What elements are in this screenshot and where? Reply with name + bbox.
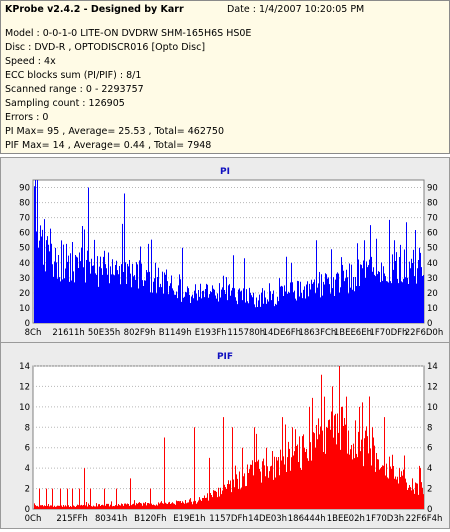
y-tick-label: 8 bbox=[427, 423, 432, 433]
x-tick-label: 0Ch bbox=[25, 514, 42, 524]
y-tick-label: 14 bbox=[19, 362, 30, 372]
pi-chart-panel: PI 0 0 10 10 20 20 30 30 40 40 50 50 60 60 70 70 80 80 90 90… bbox=[0, 157, 450, 343]
x-tick-label: 14DE03h bbox=[248, 514, 287, 524]
x-tick-label: E19E1h bbox=[173, 514, 205, 524]
y-tick-label: 70 bbox=[19, 214, 30, 224]
x-tick-label: 80341h bbox=[95, 514, 127, 524]
chart-title: PI bbox=[220, 167, 230, 177]
y-tick-label: 30 bbox=[19, 274, 30, 284]
y-tick-label: 20 bbox=[427, 289, 438, 299]
x-tick-label: 1BEE02h bbox=[327, 514, 365, 524]
app-title: KProbe v2.4.2 - Designed by Karr bbox=[5, 4, 184, 15]
y-tick-label: 20 bbox=[19, 289, 30, 299]
y-tick-label: 10 bbox=[427, 403, 438, 413]
x-tick-label: B120Fh bbox=[134, 514, 166, 524]
x-tick-label: 1F70D3h bbox=[366, 514, 404, 524]
sampling-line: Sampling count : 126905 bbox=[5, 98, 125, 109]
y-tick-label: 0 bbox=[427, 319, 432, 329]
x-tick-label: 186444h bbox=[288, 514, 326, 524]
y-tick-label: 30 bbox=[427, 274, 438, 284]
y-tick-label: 50 bbox=[19, 244, 30, 254]
disc-line: Disc : DVD-R , OPTODISCR016 [Opto Disc] bbox=[5, 42, 206, 53]
x-tick-label: B1149h bbox=[159, 328, 192, 338]
y-tick-label: 50 bbox=[427, 244, 438, 254]
y-tick-label: 10 bbox=[19, 403, 30, 413]
x-tick-label: 50E35h bbox=[88, 328, 120, 338]
y-tick-label: 90 bbox=[19, 184, 30, 194]
info-panel: KProbe v2.4.2 - Designed by Karr Date : … bbox=[0, 0, 450, 154]
y-tick-label: 4 bbox=[25, 464, 30, 474]
pif-summary-line: PIF Max= 14 , Average= 0.44 , Total= 794… bbox=[5, 140, 212, 151]
y-tick-label: 2 bbox=[427, 485, 432, 495]
x-tick-label: 1BEE6Eh bbox=[334, 328, 372, 338]
ecc-line: ECC blocks sum (PI/PIF) : 8/1 bbox=[5, 70, 142, 81]
x-tick-label: 22F6F4h bbox=[406, 514, 443, 524]
y-tick-label: 90 bbox=[427, 184, 438, 194]
y-tick-label: 12 bbox=[19, 382, 30, 392]
y-tick-label: 40 bbox=[19, 259, 30, 269]
x-tick-label: 14DE6Fh bbox=[263, 328, 301, 338]
x-tick-label: E193Fh bbox=[195, 328, 227, 338]
y-tick-label: 60 bbox=[19, 229, 30, 239]
x-tick-label: 215FFh bbox=[56, 514, 87, 524]
scan-date: Date : 1/4/2007 10:20:05 PM bbox=[227, 4, 365, 15]
y-tick-label: 80 bbox=[19, 199, 30, 209]
y-tick-label: 8 bbox=[25, 423, 30, 433]
y-tick-label: 40 bbox=[427, 259, 438, 269]
x-tick-label: 1F70DFh bbox=[369, 328, 407, 338]
pif-chart-panel: PIF 0 0 2 2 4 4 6 6 8 8 10 10 12 12 14 14 0Ch 215FFh 80341h… bbox=[0, 342, 450, 529]
x-tick-label: 21611h bbox=[52, 328, 84, 338]
x-tick-label: 802F9h bbox=[124, 328, 156, 338]
speed-line: Speed : 4x bbox=[5, 56, 56, 67]
model-line: Model : 0-0-1-0 LITE-ON DVDRW SHM-165H6S… bbox=[5, 28, 252, 39]
x-tick-label: 1157DFh bbox=[209, 514, 247, 524]
y-tick-label: 14 bbox=[427, 362, 438, 372]
pi-chart: PI 0 0 10 10 20 20 30 30 40 40 50 50 60 60 70 70 80 80 90 90… bbox=[19, 167, 443, 338]
pi-summary-line: PI Max= 95 , Average= 25.53 , Total= 462… bbox=[5, 126, 224, 137]
chart-title: PIF bbox=[217, 352, 233, 362]
y-tick-label: 4 bbox=[427, 464, 432, 474]
x-tick-label: 1863FCh bbox=[298, 328, 336, 338]
y-tick-label: 2 bbox=[25, 485, 30, 495]
y-tick-label: 80 bbox=[427, 199, 438, 209]
y-tick-label: 12 bbox=[427, 382, 438, 392]
pif-chart: PIF 0 0 2 2 4 4 6 6 8 8 10 10 12 12 14 14 0Ch 215FFh 80341h… bbox=[19, 352, 443, 524]
y-tick-label: 0 bbox=[427, 505, 432, 515]
y-tick-label: 10 bbox=[19, 304, 30, 314]
y-tick-label: 0 bbox=[25, 505, 30, 515]
y-tick-label: 6 bbox=[25, 444, 30, 454]
errors-line: Errors : 0 bbox=[5, 112, 49, 123]
range-line: Scanned range : 0 - 2293757 bbox=[5, 84, 144, 95]
y-tick-label: 70 bbox=[427, 214, 438, 224]
y-tick-label: 60 bbox=[427, 229, 438, 239]
y-tick-label: 0 bbox=[25, 319, 30, 329]
y-tick-label: 6 bbox=[427, 444, 432, 454]
x-tick-label: 115780h bbox=[227, 328, 265, 338]
x-tick-label: 22F6D0h bbox=[405, 328, 443, 338]
x-tick-label: 8Ch bbox=[25, 328, 42, 338]
y-tick-label: 10 bbox=[427, 304, 438, 314]
